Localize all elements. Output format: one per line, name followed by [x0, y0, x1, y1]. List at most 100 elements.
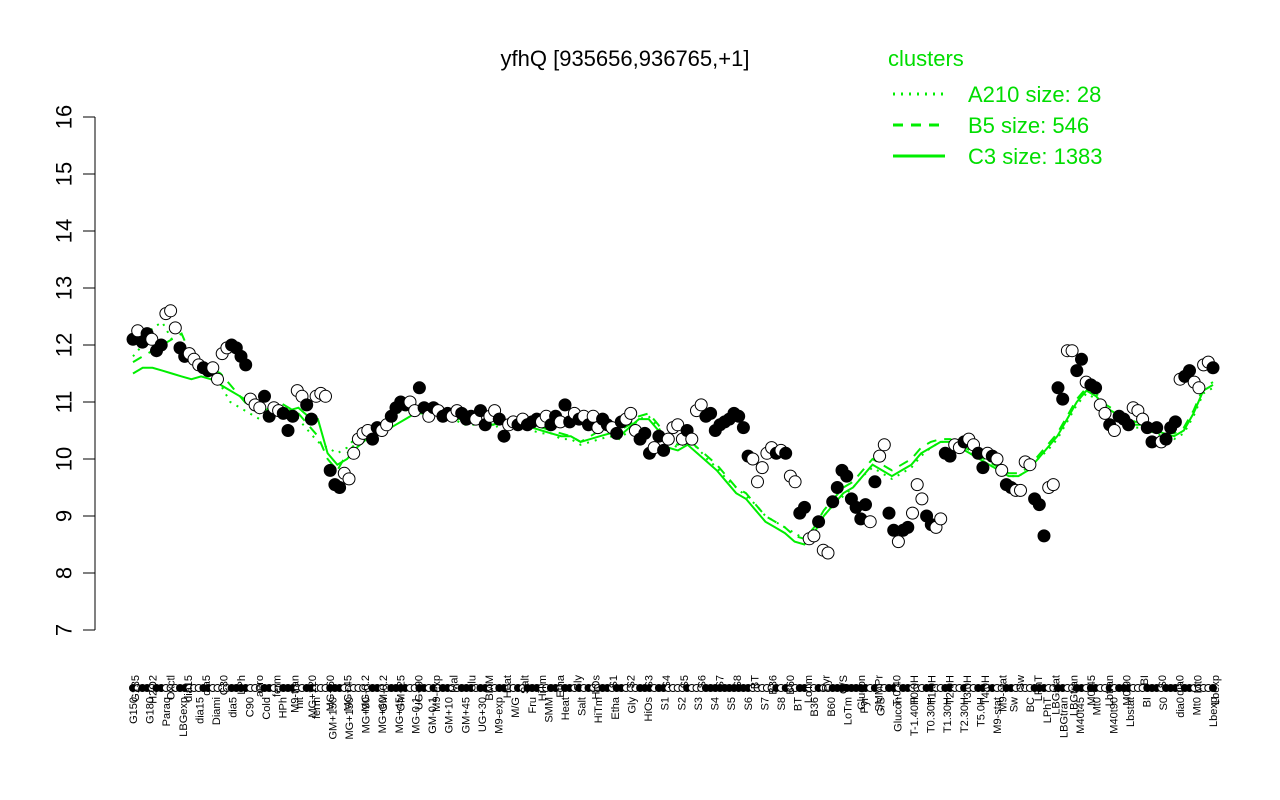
data-point: [736, 421, 750, 435]
x-label: Mt0: [1192, 675, 1204, 693]
x-label: G/S: [838, 675, 850, 694]
data-point: [154, 338, 168, 352]
x-label: Pyr: [821, 675, 833, 692]
x-label: MG+45: [394, 697, 406, 733]
x-label: S6: [697, 675, 709, 688]
x-label: S4: [661, 675, 673, 688]
x-label: dia15: [183, 675, 195, 702]
x-label: GM+150: [327, 697, 339, 740]
data-point: [732, 409, 746, 423]
y-tick-label: 15: [52, 162, 77, 186]
data-point: [840, 469, 854, 483]
x-label: ferm: [272, 675, 284, 697]
y-tick-label: 12: [52, 333, 77, 357]
x-axis-ticks: [129, 684, 1217, 692]
x-label: T-0.40: [891, 675, 903, 706]
x-label: M9-exp: [431, 675, 443, 712]
data-point: [751, 475, 764, 489]
x-label: GM+25: [396, 675, 408, 711]
x-label: Glucon: [892, 697, 904, 732]
series-line-dashed: [132, 332, 1214, 540]
x-label: M40t45: [1075, 697, 1087, 734]
data-point: [366, 432, 379, 446]
data-point: [492, 412, 506, 426]
x-label: Lbexp: [1208, 697, 1220, 727]
x-label: GM-0.1: [427, 697, 439, 734]
data-point: [1056, 392, 1070, 406]
legend-items: A210 size: 28 B5 size: 546 C3 size: 1383: [893, 82, 1103, 169]
data-point: [943, 449, 957, 463]
x-label: LoTm: [843, 697, 855, 725]
data-point: [1070, 364, 1084, 378]
data-point: [258, 389, 271, 403]
x-label: C30: [219, 675, 231, 695]
x-label: Pyr: [859, 697, 871, 714]
y-tick-label: 10: [52, 447, 77, 471]
x-label: BT: [750, 675, 762, 689]
x-label: M0t45: [1086, 675, 1098, 706]
x-label: S6: [743, 697, 755, 710]
x-label: G135: [130, 675, 142, 702]
x-label: S8: [776, 697, 788, 710]
data-point: [873, 449, 887, 463]
x-label: M/G: [510, 697, 522, 718]
x-label: GM-0.2: [378, 675, 390, 712]
data-point: [1122, 418, 1135, 432]
x-label: M9-exp: [494, 697, 506, 734]
data-point: [304, 412, 318, 426]
data-point: [685, 432, 699, 446]
data-point: [1023, 458, 1037, 472]
data-point: [807, 529, 821, 543]
x-label: S7: [759, 697, 771, 710]
x-label: Etha: [555, 674, 567, 698]
x-label: dia5: [201, 675, 213, 696]
data-point: [412, 381, 426, 395]
data-point: [788, 475, 802, 489]
x-label: LoTm: [803, 675, 815, 703]
x-label: LBGtran: [1068, 675, 1080, 716]
x-label: S5: [726, 697, 738, 710]
data-point: [657, 443, 671, 457]
data-point: [694, 398, 708, 412]
data-point: [882, 506, 896, 520]
x-label: T2.30H: [959, 697, 971, 733]
data-point: [333, 481, 347, 494]
data-point: [1107, 424, 1121, 437]
data-point: [821, 546, 835, 560]
x-label: HiOs: [590, 675, 602, 700]
x-label: MG+150: [344, 697, 356, 740]
x-label: S5: [679, 675, 691, 688]
data-point: [901, 520, 915, 534]
data-point: [497, 429, 511, 443]
data-point: [286, 409, 300, 423]
x-label: dia0: [1175, 697, 1187, 718]
x-label: T3.0H: [962, 675, 974, 705]
data-point: [1032, 498, 1046, 512]
x-label: B36: [767, 675, 779, 695]
x-label: aero: [254, 675, 266, 697]
x-label: nit: [294, 697, 306, 709]
data-point: [812, 515, 826, 529]
x-label: Mal: [449, 675, 461, 693]
y-tick-label: 14: [52, 219, 77, 243]
x-label: Oxctl: [165, 675, 177, 700]
x-label: LPhT: [1033, 675, 1045, 702]
x-label: T0.30H: [926, 697, 938, 733]
x-label: S8: [732, 675, 744, 688]
x-label: LBGstat: [1051, 675, 1063, 715]
x-label: UG+90: [413, 675, 425, 710]
data-point: [1192, 381, 1206, 395]
x-label: S1: [608, 675, 620, 688]
y-tick-label: 13: [52, 276, 77, 300]
x-label: LBGexp: [178, 697, 190, 737]
x-label: S1: [660, 697, 672, 710]
data-point: [474, 404, 487, 418]
x-label: Sw: [1009, 697, 1021, 712]
data-point: [211, 372, 224, 386]
data-point: [1183, 364, 1196, 378]
x-label: G180: [145, 697, 157, 724]
x-label: BMM: [484, 675, 496, 701]
data-point: [798, 500, 811, 514]
x-label: ferm: [311, 697, 323, 719]
